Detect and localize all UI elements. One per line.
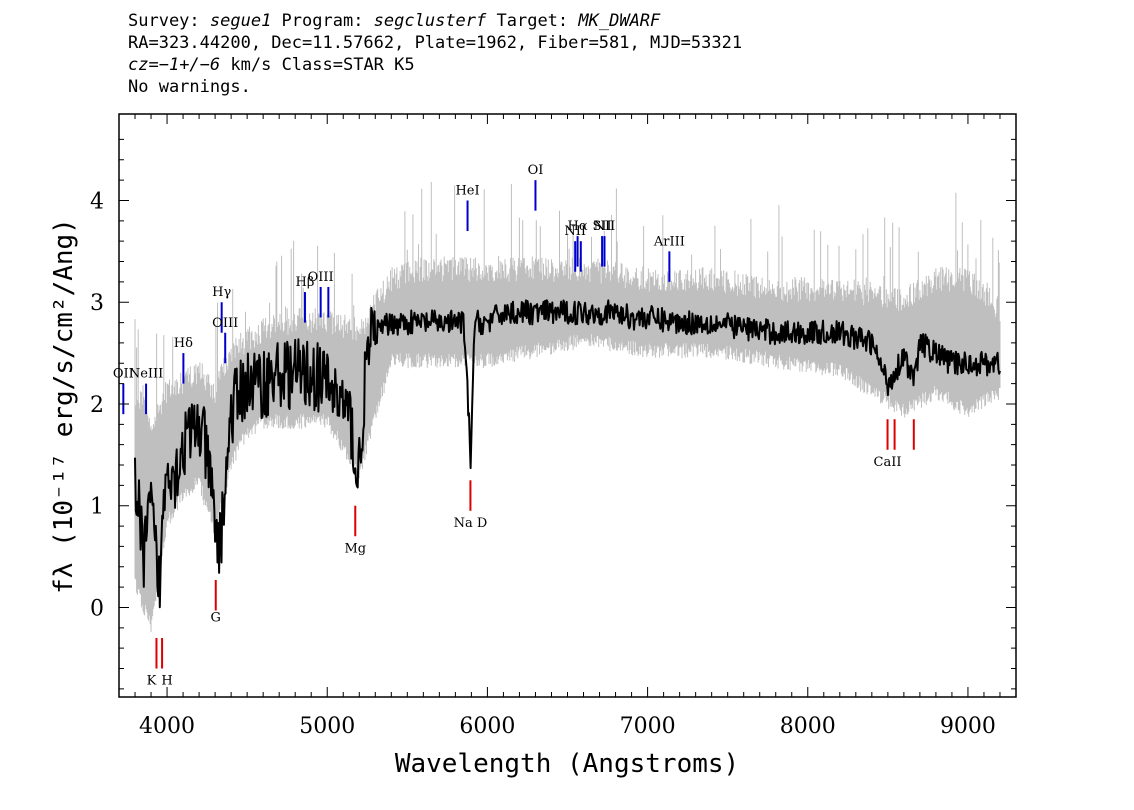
survey-value: segue1	[209, 11, 272, 31]
cz-label: cz=	[128, 55, 159, 75]
x-tick-label: 6000	[459, 714, 515, 739]
absorption-line-label: Mg	[344, 541, 366, 556]
emission-line-label: HeI	[455, 183, 479, 198]
x-tick-label: 9000	[940, 714, 996, 739]
y-tick-label: 1	[90, 495, 104, 520]
cz-unit: km/s	[220, 55, 282, 75]
emission-line-label: NeIII	[129, 367, 163, 382]
emission-line-label: OIII	[212, 316, 238, 331]
emission-line-label: Hγ	[212, 285, 231, 300]
absorption-line-label: K	[147, 674, 157, 689]
program-label: Program:	[271, 11, 374, 31]
x-tick-label: 4000	[139, 714, 195, 739]
emission-line-label: OIII	[308, 270, 334, 285]
flux-line	[134, 299, 1001, 609]
program-value: segclusterf	[373, 11, 487, 31]
tick-marks	[119, 114, 1016, 697]
absorption-line-label: G	[211, 611, 221, 626]
emission-line-label: NII	[594, 219, 616, 234]
header-line-survey: Survey: segue1 Program: segclusterf Targ…	[128, 10, 1028, 32]
emission-line-label: OII	[113, 367, 134, 382]
y-tick-label: 4	[90, 189, 104, 214]
header-line-coordinates: RA=323.44200, Dec=11.57662, Plate=1962, …	[128, 33, 743, 53]
y-tick-label: 3	[90, 291, 104, 316]
emission-line-label: NII	[564, 224, 586, 239]
class-value: Class=STAR K5	[281, 55, 415, 75]
emission-line-label: SII	[593, 219, 612, 234]
flux-series	[134, 299, 1001, 609]
x-axis-title: Wavelength (Angstroms)	[395, 749, 739, 779]
absorption-line-label: Na D	[454, 516, 488, 531]
emission-line-label: Hδ	[174, 336, 193, 351]
emission-line-label: ArIII	[653, 234, 685, 249]
emission-line-label: Hβ	[296, 275, 315, 290]
target-label: Target:	[486, 11, 579, 31]
x-tick-label: 5000	[299, 714, 355, 739]
target-value: MK_DWARF	[578, 11, 661, 31]
emission-line-label: OI	[528, 163, 544, 178]
absorption-line-label: CaII	[874, 455, 902, 470]
axis-ticks: 4000 5000 6000 7000 8000 9000 0 1 2 3 4	[90, 114, 1016, 739]
header-line-redshift: cz=−1+/−6 km/s Class=STAR K5	[128, 54, 1028, 76]
emission-line-label: Hα	[568, 219, 588, 234]
y-axis-title: fλ (10⁻¹⁷ erg/s/cm²/Ang)	[49, 218, 79, 594]
absorption-line-label: H	[161, 674, 172, 689]
x-tick-label: 7000	[620, 714, 676, 739]
cz-value: −1+/−6	[158, 55, 221, 75]
survey-label: Survey:	[128, 11, 210, 31]
header-line-warnings: No warnings.	[128, 77, 251, 97]
y-tick-label: 2	[90, 393, 104, 418]
y-tick-label: 0	[90, 596, 104, 621]
x-tick-label: 8000	[780, 714, 836, 739]
spectrum-header: Survey: segue1 Program: segclusterf Targ…	[128, 10, 1028, 98]
